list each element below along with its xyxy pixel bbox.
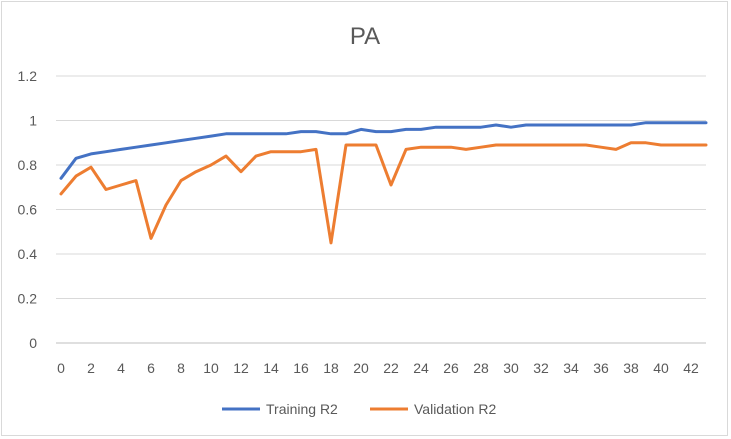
y-tick-label: 1 [29,113,37,129]
series-line-training-r2 [59,121,708,180]
x-tick-label: 32 [533,360,549,376]
x-tick-label: 38 [623,360,639,376]
y-tick-label: 1.2 [18,68,38,84]
x-tick-label: 0 [57,360,65,376]
legend-label: Validation R2 [414,401,496,417]
x-tick-label: 22 [383,360,399,376]
x-tick-label: 24 [413,360,429,376]
y-axis-ticks: 0 0.2 0.4 0.6 0.8 1 1.2 [18,68,38,351]
series-line-validation-r2 [59,141,708,245]
series-lines [59,121,708,245]
x-tick-label: 6 [147,360,155,376]
x-tick-label: 28 [473,360,489,376]
x-tick-label: 8 [177,360,185,376]
x-tick-label: 42 [683,360,699,376]
x-tick-label: 26 [443,360,459,376]
x-tick-label: 16 [293,360,309,376]
gridlines [56,75,706,344]
y-tick-label: 0.8 [18,157,38,173]
x-tick-label: 30 [503,360,519,376]
legend: Training R2 Validation R2 [222,401,496,417]
x-tick-label: 2 [87,360,95,376]
x-tick-label: 10 [203,360,219,376]
x-tick-label: 18 [323,360,339,376]
y-tick-label: 0.6 [18,202,38,218]
x-tick-label: 20 [353,360,369,376]
x-tick-label: 40 [653,360,669,376]
legend-label: Training R2 [266,401,338,417]
chart-title: PA [350,23,380,50]
x-tick-label: 12 [233,360,249,376]
x-tick-label: 14 [263,360,279,376]
y-tick-label: 0.4 [18,246,38,262]
x-axis-ticks: 0 2 4 6 8 10 12 14 16 18 20 22 24 26 28 30 32 34 36 38 40 42 [57,360,699,376]
y-tick-label: 0 [29,335,37,351]
x-tick-label: 4 [117,360,125,376]
x-tick-label: 34 [563,360,579,376]
y-tick-label: 0.2 [18,291,38,307]
x-tick-label: 36 [593,360,609,376]
